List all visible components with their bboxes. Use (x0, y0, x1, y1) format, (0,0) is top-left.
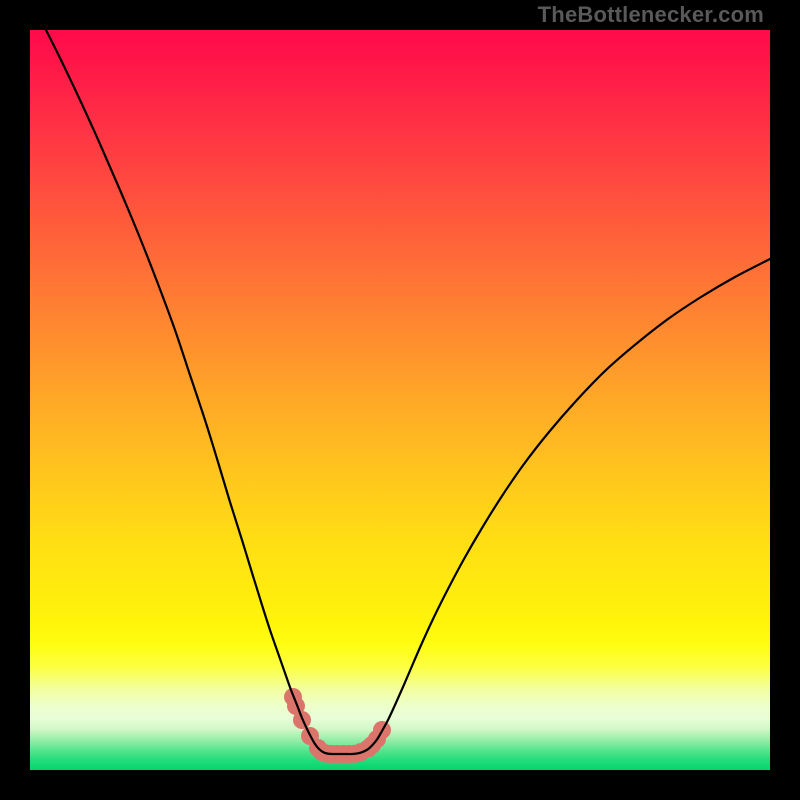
bottleneck-curve (46, 30, 770, 754)
watermark-text: TheBottlenecker.com (538, 2, 764, 28)
chart-plot-svg (0, 0, 800, 800)
chart-stage: TheBottlenecker.com (0, 0, 800, 800)
